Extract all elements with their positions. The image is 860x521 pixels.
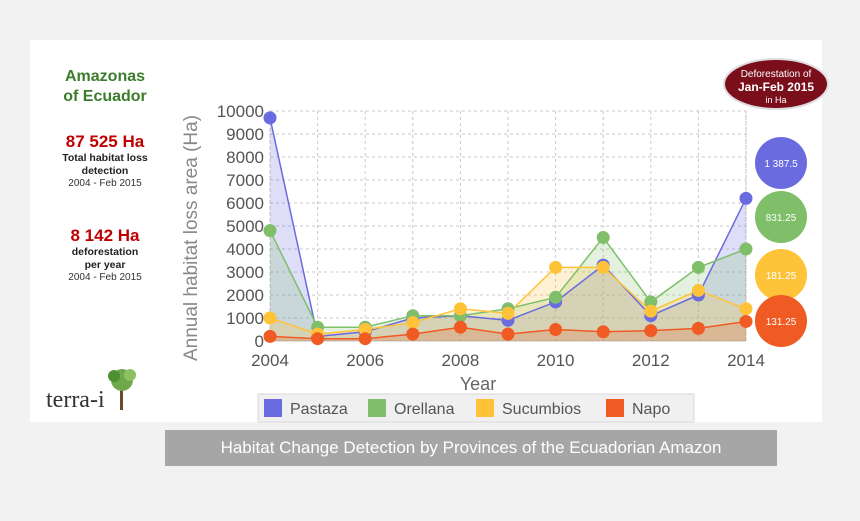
x-tick-label: 2008	[441, 351, 479, 370]
point-sucumbios	[691, 283, 705, 297]
annual-loss-block: 8 142 Ha deforestation per year 2004 - F…	[50, 226, 160, 283]
point-orellana	[644, 295, 658, 309]
badge-line1: Deforestation of	[741, 69, 812, 80]
point-sucumbios	[549, 260, 563, 274]
value-bubbles: 1 387.5 831.25 181.25 131.25	[755, 137, 807, 347]
region-title: Amazonas of Ecuador	[50, 67, 160, 107]
point-napo	[358, 332, 372, 346]
value-bubble	[755, 249, 807, 301]
x-tick-label: 2012	[632, 351, 670, 370]
point-napo	[501, 327, 515, 341]
total-loss-block: 87 525 Ha Total habitat loss detection 2…	[50, 132, 160, 189]
legend-label-pastaza: Pastaza	[290, 401, 348, 418]
grid	[269, 110, 747, 342]
legend-swatch-napo	[606, 399, 624, 417]
point-napo	[596, 325, 610, 339]
annual-loss-period: 2004 - Feb 2015	[68, 272, 142, 283]
y-tick-label: 8000	[226, 148, 264, 167]
y-tick-label: 4000	[226, 240, 264, 259]
x-tick-labels: 2004 2006 2008 2010 2012 2014	[251, 351, 765, 370]
legend-swatch-pastaza	[264, 399, 282, 417]
area-napo	[270, 321, 746, 341]
point-orellana	[549, 290, 563, 304]
y-tick-label: 1000	[226, 309, 264, 328]
y-tick-label: 10000	[217, 102, 264, 121]
point-sucumbios	[596, 260, 610, 274]
x-tick-label: 2014	[727, 351, 765, 370]
point-sucumbios	[406, 316, 420, 330]
value-bubble	[755, 137, 807, 189]
legend-swatch-sucumbios	[476, 399, 494, 417]
point-sucumbios	[501, 306, 515, 320]
point-napo	[453, 320, 467, 334]
point-orellana	[263, 224, 277, 238]
point-sucumbios	[358, 323, 372, 336]
x-axis-label: Year	[460, 374, 496, 394]
y-tick-label: 5000	[226, 217, 264, 236]
badge-line2: Jan-Feb 2015	[738, 80, 814, 94]
point-napo	[406, 327, 420, 341]
terra-i-logo: terra-i	[46, 369, 136, 413]
point-napo	[549, 323, 563, 336]
region-title-line2: of Ecuador	[63, 88, 147, 105]
logo-text: terra-i	[46, 387, 105, 413]
total-loss-label-1: Total habitat loss	[62, 152, 148, 164]
point-orellana	[691, 260, 705, 274]
point-orellana	[596, 231, 610, 244]
annual-loss-label-2: per year	[84, 259, 126, 271]
value-bubble	[755, 295, 807, 347]
total-loss-value: 87 525 Ha	[65, 132, 145, 151]
point-napo	[644, 324, 658, 338]
point-orellana	[739, 242, 753, 256]
point-pastaza	[263, 111, 277, 125]
annual-loss-value: 8 142 Ha	[70, 226, 140, 245]
region-title-line1: Amazonas	[64, 68, 146, 85]
area-orellana	[270, 230, 746, 341]
point-napo	[739, 314, 753, 328]
caption-bar: Habitat Change Detection by Provinces of…	[165, 430, 777, 466]
y-tick-label: 9000	[226, 125, 264, 144]
x-tick-label: 2006	[346, 351, 384, 370]
y-axis-label: Annual habitat loss area (Ha)	[181, 115, 202, 361]
legend-swatch-orellana	[368, 399, 386, 417]
tree-icon	[108, 369, 136, 410]
legend-label-sucumbios: Sucumbios	[502, 401, 581, 418]
value-bubble-label: 131.25	[766, 317, 797, 328]
y-tick-label: 3000	[226, 263, 264, 282]
annual-loss-label-1: deforestation	[71, 246, 139, 258]
badge-line3: in Ha	[765, 95, 786, 105]
series-points	[263, 111, 753, 346]
legend: Pastaza Orellana Sucumbios Napo	[257, 393, 695, 423]
y-tick-labels: 0 1000 2000 3000 4000 5000 6000 7000 8000 9000 100…	[217, 102, 264, 351]
area-pastaza	[270, 117, 746, 342]
y-tick-label: 2000	[226, 286, 264, 305]
y-tick-label: 0	[255, 332, 264, 351]
legend-label-napo: Napo	[632, 401, 670, 418]
legend-label-orellana: Orellana	[394, 401, 455, 418]
point-napo	[263, 329, 277, 343]
y-tick-label: 6000	[226, 194, 264, 213]
deforestation-badge: Deforestation of Jan-Feb 2015 in Ha	[723, 58, 829, 110]
point-napo	[691, 321, 705, 335]
value-bubble	[755, 191, 807, 243]
series-areas	[270, 117, 746, 342]
point-pastaza	[739, 191, 753, 205]
x-tick-label: 2010	[537, 351, 575, 370]
point-napo	[311, 332, 325, 346]
value-bubble-label: 831.25	[766, 213, 797, 224]
total-loss-period: 2004 - Feb 2015	[68, 178, 142, 189]
point-sucumbios	[739, 302, 753, 316]
x-tick-label: 2004	[251, 351, 289, 370]
area-sucumbios	[270, 267, 746, 341]
point-sucumbios	[644, 304, 658, 318]
chart: 0 1000 2000 3000 4000 5000 6000 7000 8000 9000 100…	[181, 58, 829, 423]
point-sucumbios	[453, 302, 467, 316]
content-panel	[30, 40, 822, 422]
total-loss-label-2: detection	[81, 165, 129, 177]
point-sucumbios	[263, 311, 277, 325]
y-tick-label: 7000	[226, 171, 264, 190]
value-bubble-label: 181.25	[766, 271, 797, 282]
value-bubble-label: 1 387.5	[764, 159, 798, 170]
